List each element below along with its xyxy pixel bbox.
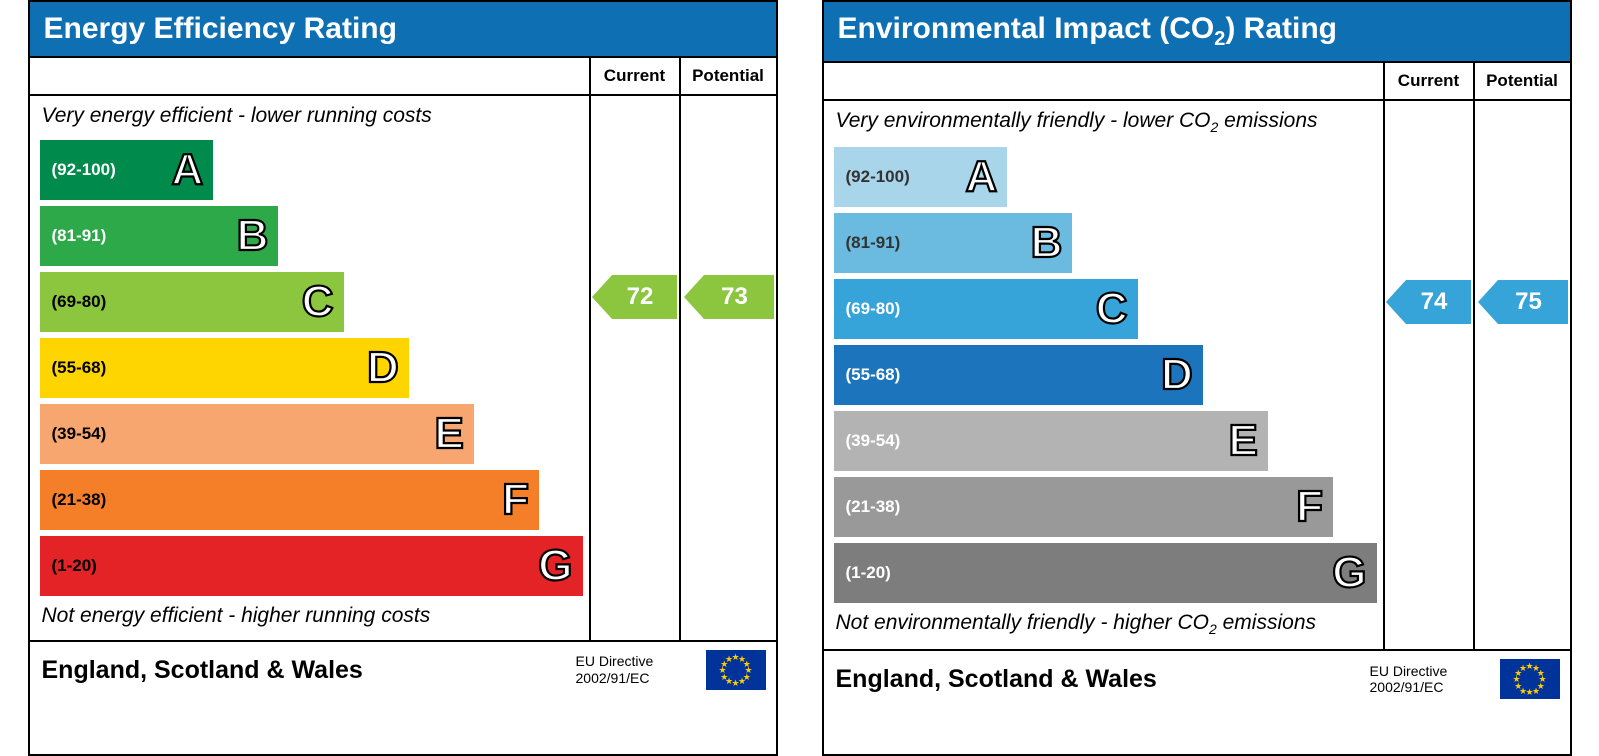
- head-current: Current: [591, 58, 681, 96]
- region-label: England, Scotland & Wales: [824, 665, 1370, 694]
- bottom-note: Not environmentally friendly - higher CO…: [830, 609, 1377, 643]
- eu-flag-icon: ★★★★★★★★★★★★: [706, 650, 766, 690]
- band-range: (81-91): [846, 233, 901, 253]
- band-range: (92-100): [846, 167, 910, 187]
- band-letter: G: [1332, 548, 1366, 598]
- top-note: Very energy efficient - lower running co…: [36, 102, 583, 134]
- band-C: (69-80) C: [834, 279, 1138, 339]
- band-letter: C: [302, 277, 334, 327]
- band-letter: A: [965, 152, 997, 202]
- bars-container: (92-100) A (81-91) B (69-80) C (55-68) D (39-54)…: [830, 147, 1377, 603]
- directive-label: EU Directive2002/91/EC: [1370, 663, 1500, 697]
- current-marker: 72: [612, 275, 677, 319]
- potential-col: 73: [681, 96, 776, 640]
- panel-title: Energy Efficiency Rating: [30, 2, 776, 58]
- band-letter: F: [1296, 482, 1323, 532]
- potential-marker: 73: [704, 275, 774, 319]
- bottom-note: Not energy efficient - higher running co…: [36, 602, 583, 634]
- eu-flag-icon: ★★★★★★★★★★★★: [1500, 659, 1560, 699]
- band-F: (21-38) F: [834, 477, 1334, 537]
- band-range: (1-20): [52, 556, 97, 576]
- band-letter: F: [502, 475, 529, 525]
- band-G: (1-20) G: [40, 536, 583, 596]
- current-marker: 74: [1406, 280, 1471, 324]
- potential-marker: 75: [1498, 280, 1568, 324]
- band-letter: C: [1096, 284, 1128, 334]
- head-current: Current: [1385, 63, 1475, 101]
- band-range: (21-38): [52, 490, 107, 510]
- environment-panel: Environmental Impact (CO2) Rating Curren…: [822, 0, 1572, 756]
- top-note: Very environmentally friendly - lower CO…: [830, 107, 1377, 141]
- current-col: 72: [591, 96, 681, 640]
- band-B: (81-91) B: [834, 213, 1073, 273]
- band-letter: B: [237, 211, 269, 261]
- band-range: (39-54): [52, 424, 107, 444]
- region-label: England, Scotland & Wales: [30, 656, 576, 685]
- band-B: (81-91) B: [40, 206, 279, 266]
- panel-title: Environmental Impact (CO2) Rating: [824, 2, 1570, 63]
- band-A: (92-100) A: [834, 147, 1008, 207]
- head-blank: [30, 58, 591, 96]
- band-letter: B: [1031, 218, 1063, 268]
- band-range: (55-68): [846, 365, 901, 385]
- band-letter: A: [171, 145, 203, 195]
- bars-container: (92-100) A (81-91) B (69-80) C (55-68) D (39-54)…: [36, 140, 583, 596]
- band-range: (39-54): [846, 431, 901, 451]
- potential-col: 75: [1475, 101, 1570, 649]
- directive-label: EU Directive2002/91/EC: [576, 653, 706, 687]
- head-potential: Potential: [1475, 63, 1570, 101]
- band-letter: E: [435, 409, 464, 459]
- band-E: (39-54) E: [40, 404, 474, 464]
- rating-grid: CurrentPotential Very energy efficient - …: [30, 58, 776, 640]
- band-range: (21-38): [846, 497, 901, 517]
- band-D: (55-68) D: [40, 338, 409, 398]
- band-G: (1-20) G: [834, 543, 1377, 603]
- current-col: 74: [1385, 101, 1475, 649]
- band-F: (21-38) F: [40, 470, 540, 530]
- band-A: (92-100) A: [40, 140, 214, 200]
- head-blank: [824, 63, 1385, 101]
- band-E: (39-54) E: [834, 411, 1268, 471]
- energy-panel: Energy Efficiency Rating CurrentPotentia…: [28, 0, 778, 756]
- footer-row: England, Scotland & WalesEU Directive200…: [824, 649, 1570, 707]
- band-range: (81-91): [52, 226, 107, 246]
- band-letter: G: [538, 541, 572, 591]
- band-range: (55-68): [52, 358, 107, 378]
- band-C: (69-80) C: [40, 272, 344, 332]
- band-range: (69-80): [52, 292, 107, 312]
- band-range: (92-100): [52, 160, 116, 180]
- head-potential: Potential: [681, 58, 776, 96]
- footer-row: England, Scotland & WalesEU Directive200…: [30, 640, 776, 698]
- band-letter: D: [367, 343, 399, 393]
- band-letter: E: [1229, 416, 1258, 466]
- band-letter: D: [1161, 350, 1193, 400]
- rating-grid: CurrentPotential Very environmentally fri…: [824, 63, 1570, 649]
- bands-cell: Very energy efficient - lower running co…: [30, 96, 591, 640]
- band-range: (1-20): [846, 563, 891, 583]
- band-range: (69-80): [846, 299, 901, 319]
- bands-cell: Very environmentally friendly - lower CO…: [824, 101, 1385, 649]
- band-D: (55-68) D: [834, 345, 1203, 405]
